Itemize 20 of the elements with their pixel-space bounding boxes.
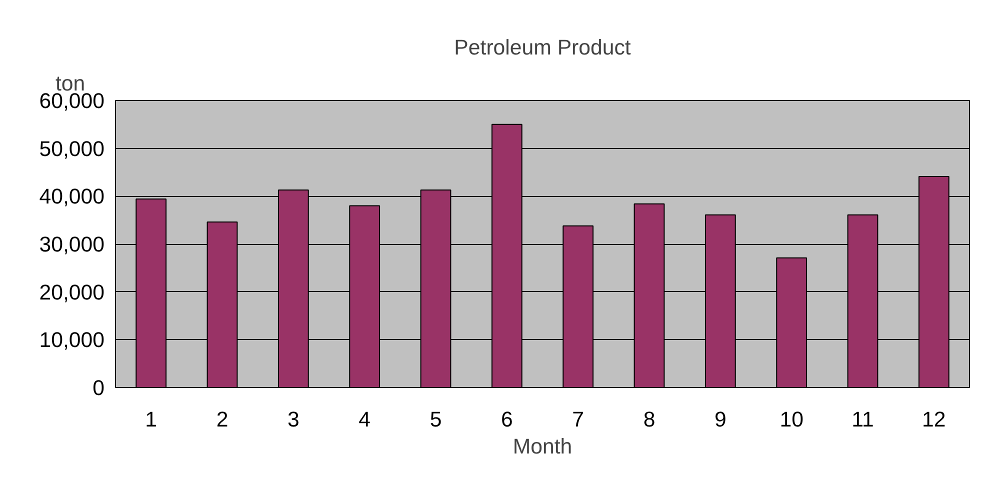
x-tick-label: 7	[572, 408, 584, 432]
x-tick-label: 11	[852, 408, 874, 432]
x-tick-label: 6	[500, 408, 513, 432]
x-tick-label: 10	[780, 408, 804, 432]
x-tick-label: 8	[643, 408, 656, 432]
x-tick-label: 4	[358, 408, 371, 432]
y-tick-label: 0	[92, 376, 105, 400]
x-tick-label: 12	[922, 408, 946, 432]
y-tick-label: 50,000	[39, 136, 105, 161]
chart-title: Petroleum Product	[454, 36, 631, 60]
y-tick-label: 20,000	[39, 280, 105, 304]
x-tick-label: 3	[287, 408, 300, 432]
x-tick-label: 5	[430, 408, 442, 432]
x-tick-label: 2	[216, 408, 228, 432]
y-tick-label: 30,000	[39, 232, 105, 256]
x-axis-title: Month	[512, 434, 572, 458]
y-tick-label: 40,000	[39, 184, 105, 209]
x-tick-label: 1	[145, 408, 158, 432]
y-tick-label: 10,000	[39, 328, 105, 352]
x-tick-label: 9	[714, 408, 726, 432]
